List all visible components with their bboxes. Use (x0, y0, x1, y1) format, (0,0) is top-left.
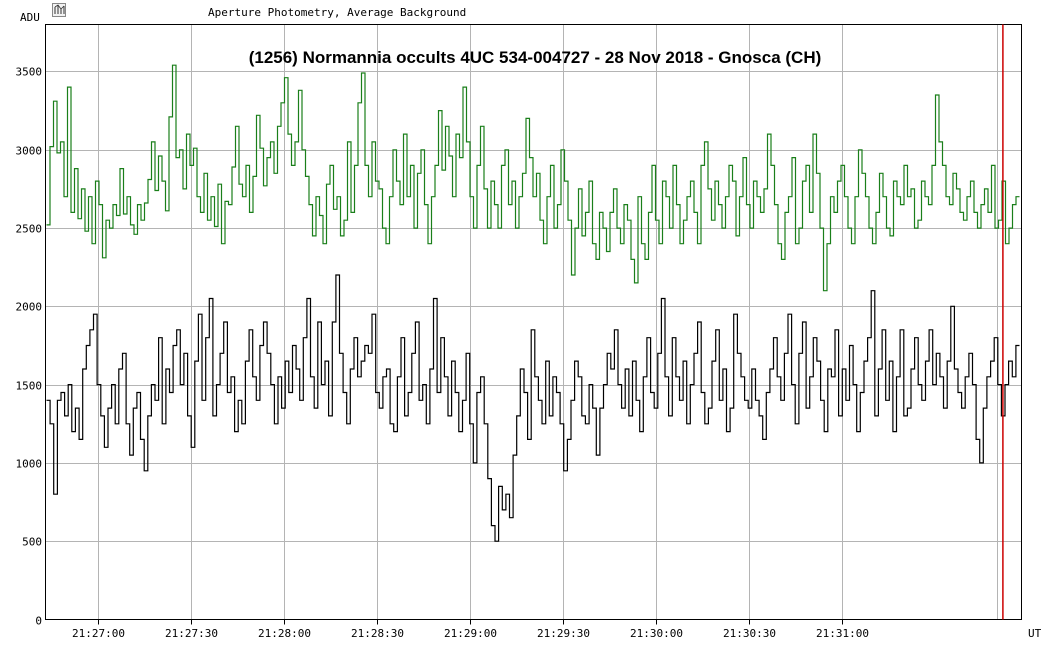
grid-lines (45, 24, 1022, 620)
y-tick-label: 1000 (16, 458, 43, 471)
y-tick-label: 3000 (16, 145, 43, 158)
signal-tool-icon[interactable] (52, 3, 66, 17)
y-tick-label: 3500 (16, 66, 43, 79)
y-tick-label: 500 (22, 536, 42, 549)
y-tick-label: 1500 (16, 380, 43, 393)
series-line-1 (46, 64, 1020, 292)
chart-title: (1256) Normannia occults 4UC 534-004727 … (249, 48, 822, 67)
x-tick-label: 21:29:00 (444, 627, 497, 640)
x-tick-label: 21:31:00 (816, 627, 869, 640)
y-tick-label: 2500 (16, 223, 43, 236)
series-group (46, 64, 1020, 542)
x-tick-label: 21:29:30 (537, 627, 590, 640)
axis-ticks: 0 500 1000 1500 2000 2500 3000 3500 21:27:00 21:2… (16, 66, 869, 641)
plot-frame (45, 24, 1022, 620)
y-axis-label: ADU (20, 11, 40, 24)
x-tick-label: 21:27:00 (72, 627, 125, 640)
x-axis-label: UT (1028, 627, 1042, 640)
x-tick-label: 21:30:00 (630, 627, 683, 640)
y-tick-label: 2000 (16, 301, 43, 314)
mode-label: Aperture Photometry, Average Background (208, 6, 466, 19)
x-tick-label: 21:30:30 (723, 627, 776, 640)
x-tick-label: 21:27:30 (165, 627, 218, 640)
x-tick-label: 21:28:30 (351, 627, 404, 640)
series-line-2 (46, 274, 1020, 542)
y-tick-label: 0 (35, 615, 42, 628)
x-tick-label: 21:28:00 (258, 627, 311, 640)
